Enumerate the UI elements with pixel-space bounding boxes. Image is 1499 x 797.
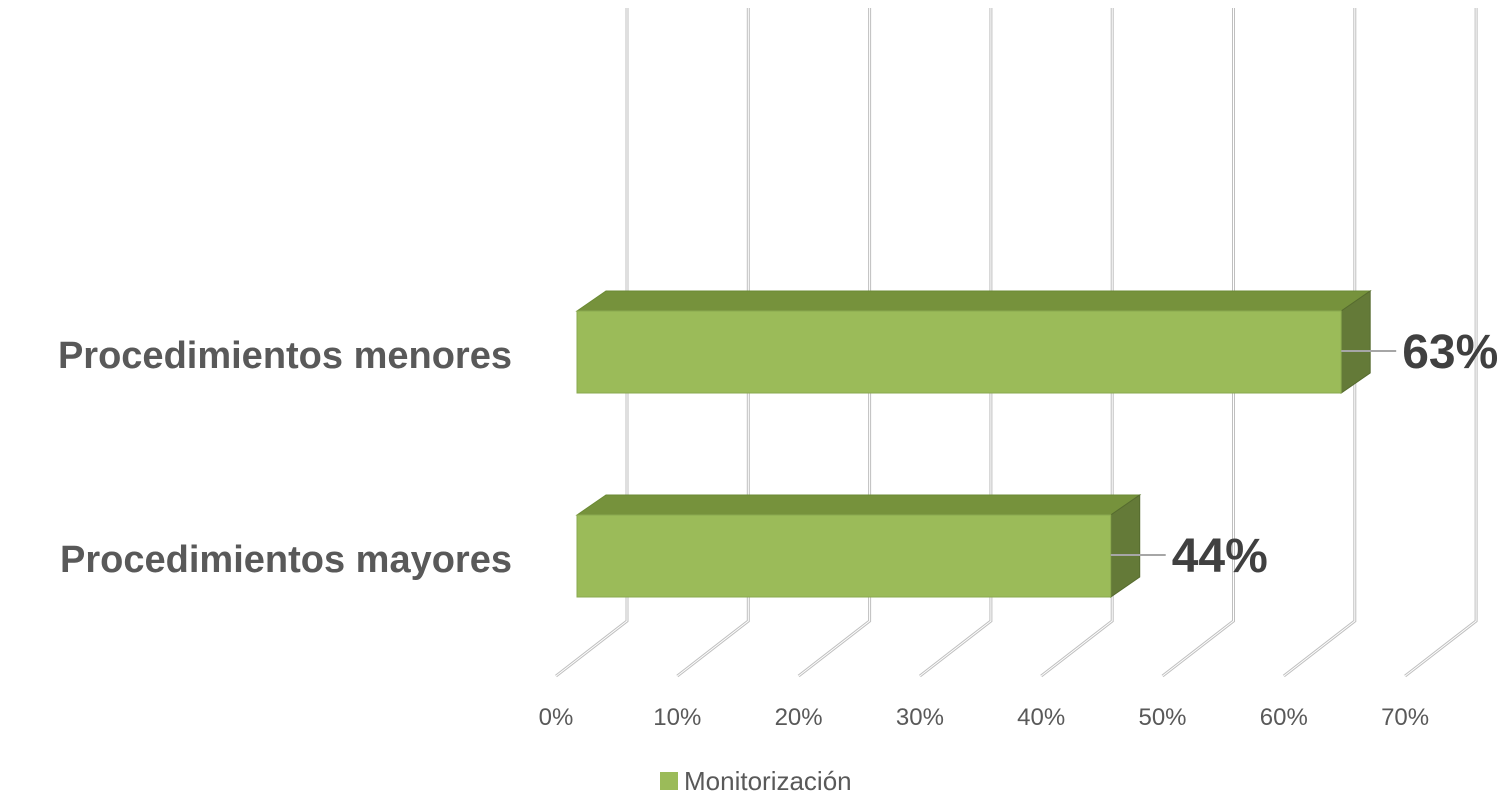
x-tick-label: 0% <box>539 704 574 731</box>
gridline-highlight <box>555 8 628 677</box>
gridline-highlight <box>1162 8 1234 677</box>
gridline-highlight <box>1040 8 1113 677</box>
bar-chart: Procedimientos menores Procedimientos may… <box>58 8 1498 731</box>
x-tick-label: 70% <box>1381 704 1429 731</box>
x-tick-labels: 0% 10% 20% 30% 40% 50% 60% 70% <box>539 704 1429 731</box>
gridlines <box>555 8 1478 678</box>
bar-front-face <box>576 310 1342 394</box>
legend-swatch <box>660 772 678 790</box>
bar-top-face <box>575 494 1142 516</box>
bar <box>575 494 1142 598</box>
bar <box>575 290 1372 394</box>
data-label: 44% <box>1172 530 1268 583</box>
legend: Monitorización <box>660 766 852 796</box>
bar-front-face <box>576 514 1112 598</box>
bar-top-face <box>575 290 1372 312</box>
x-tick-label: 50% <box>1138 704 1186 731</box>
x-tick-label: 60% <box>1260 704 1308 731</box>
x-tick-label: 20% <box>775 704 823 731</box>
x-tick-label: 30% <box>896 704 944 731</box>
data-label: 63% <box>1402 326 1498 379</box>
category-label: Procedimientos menores <box>58 335 512 377</box>
x-tick-label: 10% <box>653 704 701 731</box>
category-label: Procedimientos mayores <box>60 539 512 581</box>
bars <box>575 290 1372 598</box>
gridline-highlight <box>1404 8 1477 677</box>
gridline-highlight <box>919 8 992 677</box>
legend-label: Monitorización <box>684 765 852 796</box>
gridline-highlight <box>676 8 749 677</box>
data-labels: 63% 44% <box>1110 326 1498 583</box>
x-tick-label: 40% <box>1017 704 1065 731</box>
category-labels: Procedimientos menores Procedimientos may… <box>58 335 512 581</box>
gridline-highlight <box>1283 8 1356 677</box>
gridline-highlight <box>798 8 871 677</box>
